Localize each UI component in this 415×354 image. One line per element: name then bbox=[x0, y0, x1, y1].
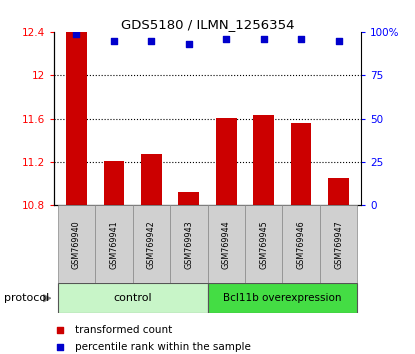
Bar bbox=[282, 205, 320, 283]
Bar bbox=[208, 283, 357, 313]
Bar bbox=[58, 205, 95, 283]
Bar bbox=[245, 205, 282, 283]
Point bbox=[223, 36, 229, 42]
Point bbox=[186, 41, 192, 47]
Bar bbox=[291, 123, 311, 205]
Text: percentile rank within the sample: percentile rank within the sample bbox=[76, 342, 251, 352]
Text: GSM769947: GSM769947 bbox=[334, 220, 343, 269]
Text: control: control bbox=[113, 293, 152, 303]
Title: GDS5180 / ILMN_1256354: GDS5180 / ILMN_1256354 bbox=[121, 18, 294, 31]
Bar bbox=[216, 118, 237, 205]
Bar bbox=[95, 205, 133, 283]
Text: transformed count: transformed count bbox=[76, 325, 173, 335]
Bar bbox=[133, 205, 170, 283]
Bar bbox=[320, 205, 357, 283]
Point bbox=[298, 36, 305, 42]
Text: GSM769944: GSM769944 bbox=[222, 220, 231, 269]
Text: GSM769943: GSM769943 bbox=[184, 220, 193, 269]
Point bbox=[57, 344, 63, 349]
Bar bbox=[208, 205, 245, 283]
Text: Bcl11b overexpression: Bcl11b overexpression bbox=[223, 293, 342, 303]
Point bbox=[57, 327, 63, 333]
Bar bbox=[66, 0, 87, 205]
Point bbox=[260, 36, 267, 42]
Point bbox=[110, 38, 117, 44]
Text: GSM769942: GSM769942 bbox=[147, 220, 156, 269]
Bar bbox=[178, 192, 199, 205]
Text: GSM769941: GSM769941 bbox=[110, 220, 118, 269]
Bar bbox=[141, 154, 161, 205]
Text: GSM769945: GSM769945 bbox=[259, 220, 268, 269]
Bar bbox=[170, 205, 208, 283]
Bar bbox=[328, 178, 349, 205]
Point bbox=[73, 31, 80, 36]
Text: protocol: protocol bbox=[4, 293, 49, 303]
Text: GSM769940: GSM769940 bbox=[72, 220, 81, 269]
Point bbox=[148, 38, 155, 44]
Bar bbox=[104, 161, 124, 205]
Text: GSM769946: GSM769946 bbox=[297, 220, 305, 269]
Bar bbox=[254, 115, 274, 205]
Bar bbox=[58, 283, 208, 313]
Point bbox=[335, 38, 342, 44]
